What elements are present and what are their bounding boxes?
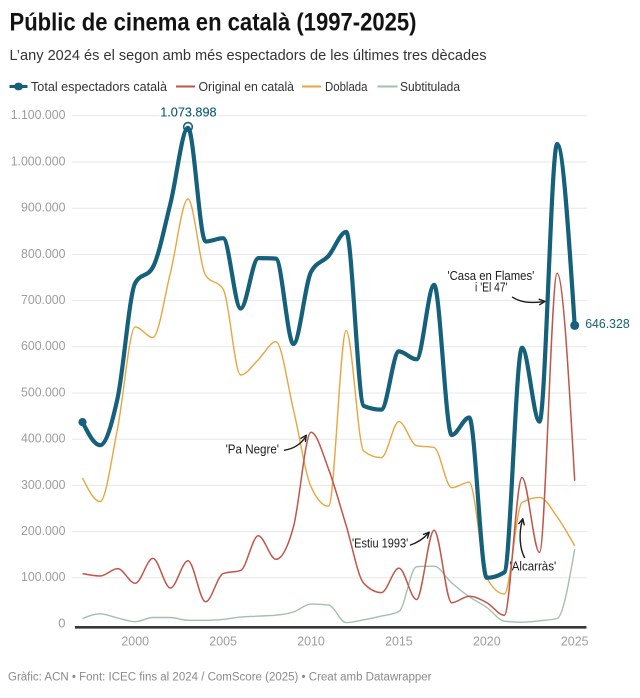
svg-text:500.000: 500.000 (21, 384, 66, 399)
svg-text:0: 0 (58, 615, 65, 630)
svg-text:700.000: 700.000 (21, 292, 66, 307)
svg-text:200.000: 200.000 (21, 523, 66, 538)
svg-text:1.100.000: 1.100.000 (11, 107, 66, 122)
svg-text:Doblada: Doblada (325, 80, 368, 94)
svg-text:1.000.000: 1.000.000 (11, 153, 66, 168)
svg-text:100.000: 100.000 (21, 569, 66, 584)
svg-text:i 'El 47': i 'El 47' (475, 280, 508, 294)
svg-text:1.073.898: 1.073.898 (160, 104, 216, 119)
svg-text:2005: 2005 (209, 633, 237, 648)
svg-text:'Estiu 1993': 'Estiu 1993' (352, 537, 408, 551)
svg-text:Original en català: Original en català (199, 80, 295, 94)
svg-text:300.000: 300.000 (21, 477, 66, 492)
svg-text:Gràfic: ACN • Font: ICEC fins: Gràfic: ACN • Font: ICEC fins al 2024 / … (8, 672, 432, 684)
svg-text:1.073.898: 1.073.898 (160, 104, 216, 119)
svg-text:'Casa en Flames': 'Casa en Flames' (447, 269, 534, 283)
svg-text:'Alcarràs': 'Alcarràs' (510, 559, 557, 573)
svg-text:600.000: 600.000 (21, 338, 66, 353)
svg-text:2020: 2020 (473, 633, 501, 648)
svg-text:2000: 2000 (121, 633, 149, 648)
svg-text:2010: 2010 (297, 633, 325, 648)
svg-text:400.000: 400.000 (21, 431, 66, 446)
svg-text:'Pa Negre': 'Pa Negre' (226, 443, 279, 457)
svg-text:900.000: 900.000 (21, 200, 66, 215)
svg-text:800.000: 800.000 (21, 246, 66, 261)
svg-text:Públic de cinema en català (19: Públic de cinema en català (1997-2025) (10, 9, 417, 37)
svg-text:Total espectadors català: Total espectadors català (31, 80, 167, 94)
svg-text:2025: 2025 (561, 633, 589, 648)
svg-text:646.328: 646.328 (585, 316, 630, 331)
svg-text:Subtitulada: Subtitulada (400, 80, 460, 94)
svg-text:L’any 2024 és el segon amb més: L’any 2024 és el segon amb més espectado… (10, 48, 487, 64)
svg-text:2015: 2015 (385, 633, 413, 648)
